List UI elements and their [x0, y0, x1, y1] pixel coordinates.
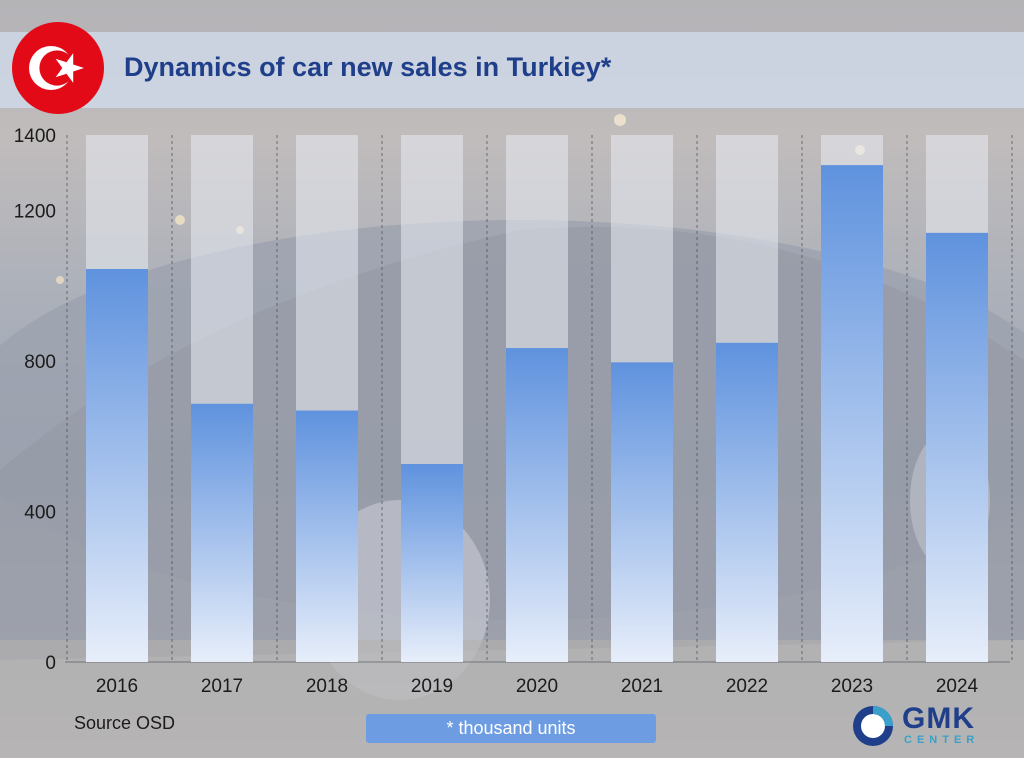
logo-subtitle: CENTER: [904, 734, 980, 746]
y-tick-label: 400: [24, 502, 56, 523]
gmk-logo: GMK CENTER: [852, 702, 1002, 752]
gmk-logo-mark-icon: [853, 706, 893, 746]
y-tick-label: 800: [24, 352, 56, 373]
x-tick-label: 2018: [306, 676, 348, 697]
title-band: [0, 32, 1024, 108]
bar-2024: [926, 232, 988, 662]
y-tick-label: 0: [45, 653, 56, 674]
chart-title: Dynamics of car new sales in Turkiey*: [124, 52, 612, 82]
x-tick-label: 2022: [726, 676, 768, 697]
units-note: * thousand units: [366, 714, 656, 743]
x-axis-ticks: 2016 2017 2018 2019 2020 2021 2022 2023 2024: [96, 676, 979, 697]
x-tick-label: 2019: [411, 676, 453, 697]
bar-2018: [296, 410, 358, 662]
turkey-flag-icon: [12, 22, 104, 114]
x-tick-label: 2017: [201, 676, 243, 697]
bar-2019: [401, 463, 463, 662]
source-note: Source OSD: [74, 713, 176, 733]
y-tick-label: 1400: [14, 126, 56, 147]
logo-wordmark: GMK: [902, 702, 975, 735]
bar-2020: [506, 348, 568, 662]
x-tick-label: 2024: [936, 676, 979, 697]
bar-2016: [86, 269, 148, 662]
x-tick-label: 2016: [96, 676, 138, 697]
bars: [86, 165, 988, 662]
bar-2022: [716, 342, 778, 662]
bar-2021: [611, 362, 673, 662]
x-tick-label: 2023: [831, 676, 873, 697]
bar-chart: 0 400 800 1200 1400 2016 2017 2018 2019 2020 2021…: [14, 126, 1013, 697]
x-tick-label: 2021: [621, 676, 663, 697]
bar-2023: [821, 165, 883, 662]
x-tick-label: 2020: [516, 676, 558, 697]
y-tick-label: 1200: [14, 201, 56, 222]
y-axis-ticks: 0 400 800 1200 1400: [14, 126, 56, 674]
bar-2017: [191, 403, 253, 662]
